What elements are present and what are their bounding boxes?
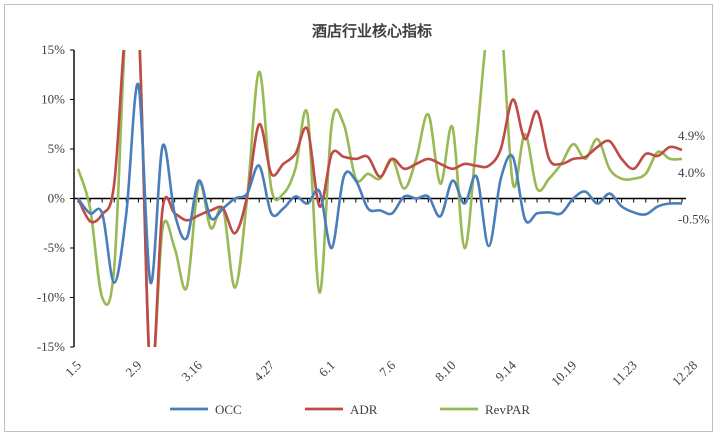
x-tick-label: 2.9 [122, 358, 144, 380]
legend-label-adr: ADR [350, 402, 378, 417]
x-tick-label: 8.10 [432, 358, 459, 385]
y-tick-label: -15% [37, 339, 65, 354]
y-axis: 15% 10% 5% 0% -5% -10% -15% [37, 42, 75, 354]
series-line-occ [76, 82, 683, 284]
legend: OCC ADR RevPAR [170, 402, 530, 417]
x-tick-label: 11.23 [609, 358, 640, 389]
legend-label-occ: OCC [215, 402, 242, 417]
y-tick-label: -10% [37, 290, 65, 305]
x-tick-label: 3.16 [178, 357, 205, 384]
series-lines [76, 50, 683, 347]
end-labels: 4.9% 4.0% -0.5% [678, 128, 710, 226]
x-tick-label: 1.5 [62, 358, 84, 380]
end-label-occ: -0.5% [678, 211, 710, 226]
chart-title: 酒店行业核心指标 [312, 22, 432, 40]
x-tick-label: 7.6 [376, 357, 398, 379]
x-tick-label: 9.14 [492, 357, 519, 384]
end-label-revpar: 4.0% [678, 165, 705, 180]
x-tick-label: 4.27 [251, 357, 278, 384]
y-tick-label: 0% [48, 191, 66, 206]
y-tick-label: 15% [41, 42, 65, 57]
y-tick-label: -5% [43, 240, 65, 255]
x-tick-label: 10.19 [548, 358, 579, 389]
legend-label-revpar: RevPAR [485, 402, 530, 417]
series-line-adr [76, 50, 683, 347]
y-tick-label: 10% [41, 92, 65, 107]
series-line-revpar [76, 50, 683, 347]
x-tick-label: 6.1 [316, 358, 338, 380]
y-tick-label: 5% [48, 141, 66, 156]
end-label-adr: 4.9% [678, 128, 705, 143]
x-tick-label: 12.28 [669, 358, 700, 389]
